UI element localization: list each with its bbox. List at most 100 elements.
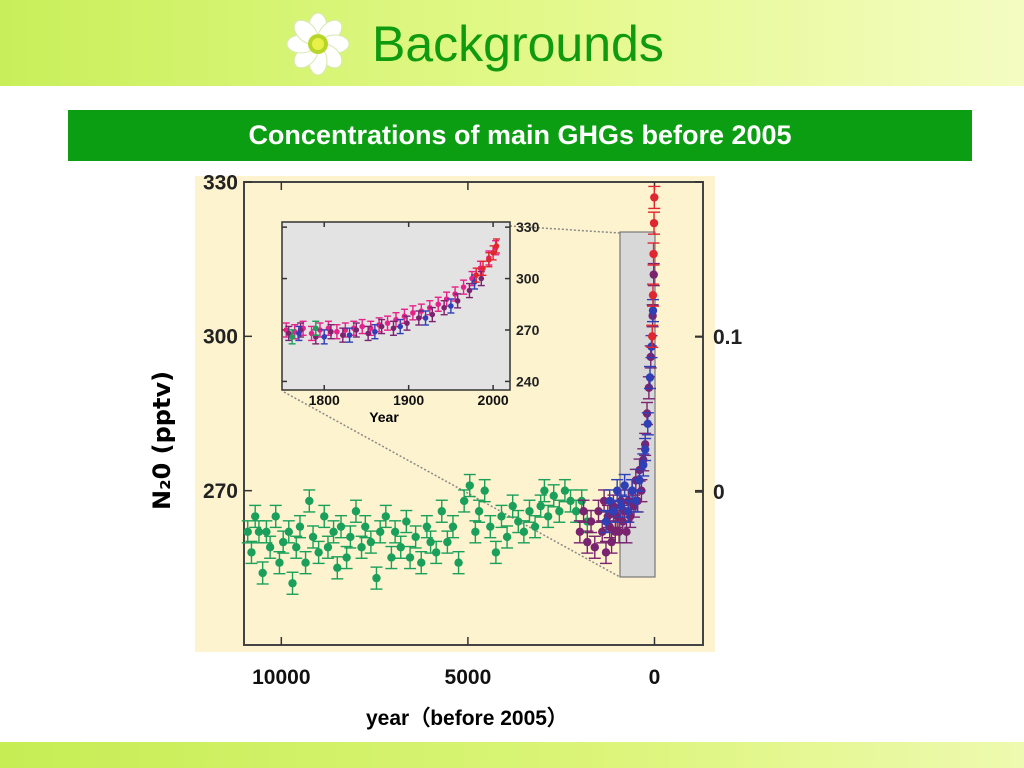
data-point [590, 543, 599, 552]
data-point [292, 543, 301, 552]
x-axis-label: year（before 2005） [366, 707, 568, 730]
data-point [635, 476, 644, 485]
data-point [329, 527, 338, 537]
x-tick-label: 0 [649, 666, 661, 689]
data-point [471, 527, 480, 537]
data-point [353, 327, 360, 333]
data-point [525, 507, 534, 516]
data-point [372, 573, 381, 583]
data-point [328, 328, 334, 335]
y-tick-label: 270 [516, 322, 540, 338]
data-point [405, 553, 415, 562]
data-point [443, 537, 452, 547]
data-point [598, 527, 607, 537]
data-point [566, 496, 575, 506]
data-point [247, 548, 256, 557]
data-point [618, 517, 627, 526]
data-point [372, 328, 378, 335]
data-point [333, 563, 342, 573]
data-point [448, 303, 454, 309]
data-point [397, 323, 404, 330]
data-point [646, 352, 655, 362]
data-point [366, 537, 376, 547]
data-point [321, 334, 328, 340]
data-point [359, 323, 366, 330]
data-point [346, 532, 355, 542]
y-tick-label: 240 [516, 373, 540, 389]
data-point [254, 527, 264, 537]
data-point [642, 409, 652, 418]
data-point [243, 527, 252, 537]
x-tick-label: 2000 [478, 392, 509, 408]
data-point [334, 328, 340, 335]
data-point [305, 496, 314, 506]
data-point [594, 507, 603, 516]
data-point [340, 332, 346, 338]
data-point [648, 306, 658, 315]
data-point [601, 517, 611, 526]
main-plot-frame [243, 181, 704, 646]
data-point [454, 558, 463, 567]
data-point [508, 501, 517, 511]
main-axis-ticks: 330 300 270 10000 5000 0 0.1 0 [203, 171, 743, 689]
data-point [648, 290, 658, 300]
data-point [649, 270, 658, 279]
inset-x-axis-label: Year [369, 409, 399, 425]
data-point [650, 193, 659, 202]
n2o-chart: 330 300 270 10000 5000 0 0.1 0 330 300 270 240 1800… [195, 171, 743, 689]
svg-text:N₂0 (pptv): N₂0 (pptv) [148, 371, 176, 510]
data-point [645, 373, 655, 382]
data-point [285, 330, 292, 337]
inset-plot-bg [281, 221, 511, 391]
data-point [312, 325, 319, 332]
data-point [540, 486, 549, 495]
data-point [323, 543, 333, 552]
data-point [410, 310, 416, 316]
data-point [301, 558, 310, 567]
data-point [390, 527, 400, 537]
x-tick-label: 1900 [393, 392, 424, 408]
data-point [478, 275, 485, 282]
data-point [643, 419, 652, 428]
flower-icon [286, 12, 350, 76]
data-point [486, 256, 492, 263]
data-point [422, 315, 429, 321]
data-point [497, 512, 506, 521]
data-point [275, 558, 284, 567]
data-point [271, 512, 280, 521]
data-point [278, 537, 288, 547]
data-point [336, 522, 346, 531]
data-point [648, 332, 657, 341]
data-point [265, 543, 275, 552]
data-point [346, 332, 353, 338]
footer-band [0, 742, 1024, 768]
data-point [639, 460, 648, 470]
page-title: Backgrounds [372, 16, 664, 72]
data-point [620, 481, 629, 490]
data-point [536, 501, 545, 511]
data-point [644, 383, 654, 392]
data-point [454, 298, 461, 304]
inset-axis-ticks: 330 300 270 240 1800 1900 2000 [282, 219, 540, 408]
data-point [627, 486, 637, 495]
data-point [431, 548, 441, 557]
data-point [607, 537, 616, 547]
x-tick-label: 5000 [445, 666, 492, 689]
data-point [258, 568, 267, 578]
data-point [474, 507, 484, 516]
data-point [579, 507, 588, 516]
data-point [543, 512, 553, 521]
data-point [647, 342, 656, 351]
data-point [387, 553, 396, 562]
data-point [314, 548, 323, 557]
x-tick-label: 1800 [309, 392, 340, 408]
data-point [612, 486, 622, 495]
data-point [402, 517, 411, 526]
data-point [502, 532, 512, 542]
data-point [296, 330, 302, 337]
data-point [624, 507, 633, 516]
inset-data-marks [282, 238, 500, 345]
data-point [480, 265, 486, 272]
data-point [614, 527, 624, 537]
data-point [530, 522, 540, 531]
